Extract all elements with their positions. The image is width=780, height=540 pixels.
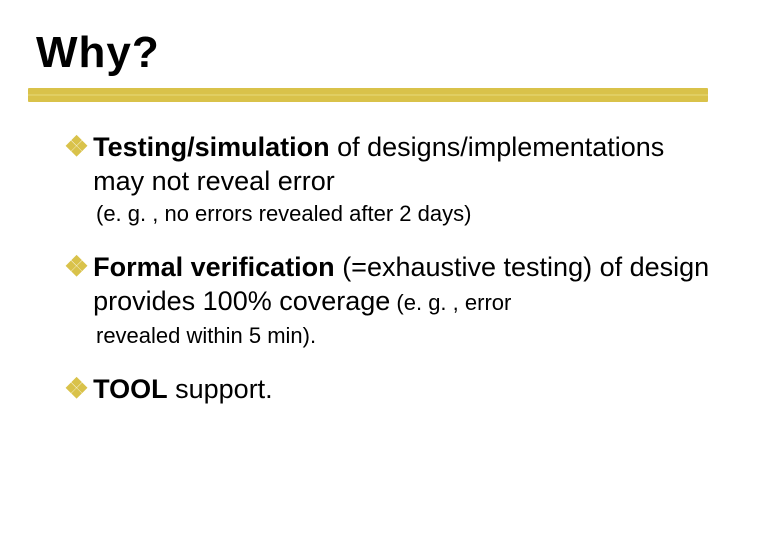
bullet-bold: Formal verification [93,252,335,282]
bullet-icon: ❖ [64,130,89,164]
bullet-sub: revealed within 5 min). [96,322,716,350]
bullet-icon: ❖ [64,372,89,406]
bullet-sub: (e. g. , no errors revealed after 2 days… [96,200,716,228]
bullet-body: TOOL support. [93,372,716,406]
bullet-sub-inline: (e. g. , error [390,290,511,315]
bullet-body: Testing/simulation of designs/implementa… [93,130,716,198]
slide: Why? ❖ Testing/simulation of designs/imp… [0,0,780,540]
bullet-item: ❖ Testing/simulation of designs/implemen… [64,130,716,228]
title-underline-rule [28,88,708,102]
bullet-bold: Testing/simulation [93,132,330,162]
bullet-item: ❖ TOOL support. [64,372,716,406]
bullet-bold: TOOL [93,374,168,404]
bullet-body: Formal verification (=exhaustive testing… [93,250,716,320]
bullet-icon: ❖ [64,250,89,284]
bullet-rest: support. [168,374,273,404]
slide-title: Why? [36,28,744,78]
bullet-item: ❖ Formal verification (=exhaustive testi… [64,250,716,350]
